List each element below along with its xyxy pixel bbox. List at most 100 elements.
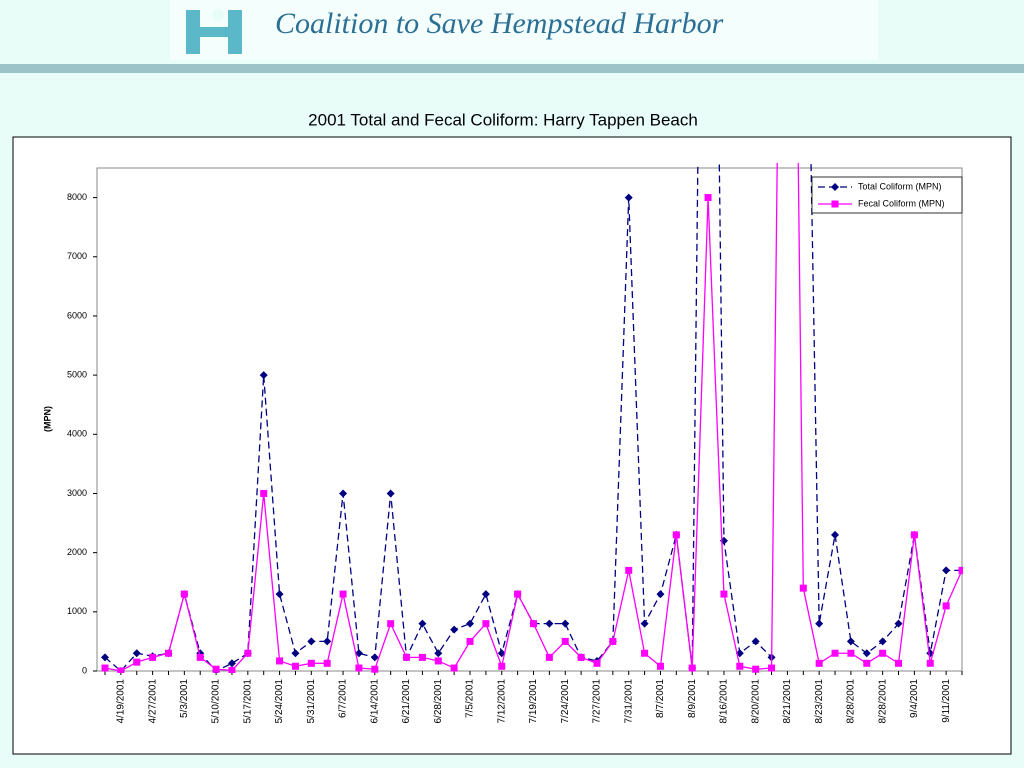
- marker: [894, 619, 903, 628]
- x-tick-label: 8/9/2001: [687, 679, 698, 718]
- x-tick-label: 5/17/2001: [242, 679, 253, 724]
- x-tick-label: 8/20/2001: [750, 679, 761, 724]
- marker: [228, 666, 236, 673]
- plot-area: [96, 167, 963, 672]
- y-tick-label: 4000: [67, 429, 87, 439]
- marker: [545, 619, 554, 628]
- y-tick-label: 3000: [67, 488, 87, 498]
- marker: [815, 619, 824, 628]
- marker: [609, 637, 617, 645]
- header-banner: [170, 0, 878, 60]
- marker: [180, 590, 188, 598]
- y-tick-label: 7000: [67, 251, 87, 261]
- marker: [339, 590, 347, 598]
- x-tick-label: 7/5/2001: [465, 679, 476, 718]
- marker: [688, 664, 696, 672]
- legend-label: Fecal Coliform (MPN): [858, 198, 945, 208]
- marker: [831, 530, 840, 539]
- marker: [275, 590, 284, 599]
- marker: [276, 657, 284, 665]
- marker: [926, 659, 934, 667]
- marker: [371, 665, 379, 673]
- marker: [878, 637, 887, 646]
- marker: [530, 620, 537, 628]
- marker: [879, 649, 887, 657]
- x-tick-label: 9/4/2001: [909, 679, 920, 718]
- marker: [656, 590, 665, 599]
- x-tick-label: 7/27/2001: [592, 679, 603, 724]
- x-tick-label: 6/21/2001: [401, 679, 412, 724]
- y-tick-label: 1000: [67, 606, 87, 616]
- marker: [307, 637, 316, 646]
- legend-marker: [831, 183, 839, 191]
- marker: [831, 649, 839, 657]
- marker: [450, 625, 459, 634]
- marker: [720, 590, 728, 598]
- marker: [434, 657, 442, 665]
- y-tick-label: 2000: [67, 547, 87, 557]
- marker: [910, 531, 918, 539]
- marker: [498, 662, 506, 670]
- marker: [323, 637, 332, 646]
- marker: [561, 619, 570, 628]
- marker: [863, 659, 871, 667]
- marker: [196, 653, 204, 661]
- marker: [323, 659, 331, 667]
- marker: [577, 653, 585, 661]
- marker: [593, 659, 601, 667]
- logo: [186, 9, 242, 54]
- x-tick-label: 7/12/2001: [496, 679, 507, 724]
- marker: [355, 664, 363, 672]
- marker: [768, 664, 776, 672]
- x-tick-label: 4/19/2001: [116, 679, 127, 724]
- marker: [244, 649, 252, 657]
- marker: [259, 371, 268, 380]
- marker: [942, 602, 950, 610]
- x-tick-label: 7/19/2001: [528, 679, 539, 724]
- marker: [101, 664, 109, 672]
- marker: [101, 653, 109, 662]
- legend-box: [811, 176, 963, 214]
- marker: [403, 653, 411, 661]
- marker: [751, 637, 760, 646]
- marker: [466, 619, 475, 628]
- header-rule: [0, 64, 1024, 73]
- marker: [862, 649, 871, 658]
- marker: [641, 649, 649, 657]
- chart-title: 2001 Total and Fecal Coliform: Harry Tap…: [308, 110, 698, 129]
- legend-marker: [831, 200, 839, 208]
- marker: [291, 649, 300, 658]
- x-tick-label: 7/31/2001: [623, 679, 634, 724]
- marker: [942, 566, 951, 575]
- marker: [260, 489, 268, 497]
- marker: [354, 649, 363, 658]
- x-tick-label: 6/14/2001: [369, 679, 380, 724]
- x-tick-label: 8/21/2001: [782, 679, 793, 724]
- marker: [227, 659, 236, 668]
- marker: [514, 590, 522, 598]
- marker: [846, 637, 855, 646]
- marker: [133, 658, 141, 666]
- marker: [752, 665, 760, 673]
- marker: [164, 649, 172, 657]
- x-tick-label: 8/16/2001: [719, 679, 730, 724]
- x-tick-label: 9/11/2001: [941, 679, 952, 723]
- y-tick-label: 5000: [67, 369, 87, 379]
- marker: [640, 619, 649, 628]
- marker: [370, 653, 379, 662]
- marker: [847, 649, 855, 657]
- marker: [482, 620, 490, 628]
- marker: [307, 659, 315, 667]
- marker: [450, 664, 458, 672]
- marker: [117, 667, 125, 673]
- marker: [481, 590, 490, 599]
- marker: [434, 649, 443, 658]
- marker: [418, 653, 426, 661]
- series-layer: [101, 163, 963, 673]
- marker: [212, 665, 220, 673]
- marker: [704, 194, 712, 202]
- y-tick-label: 0: [82, 665, 87, 675]
- x-tick-label: 5/3/2001: [179, 679, 190, 718]
